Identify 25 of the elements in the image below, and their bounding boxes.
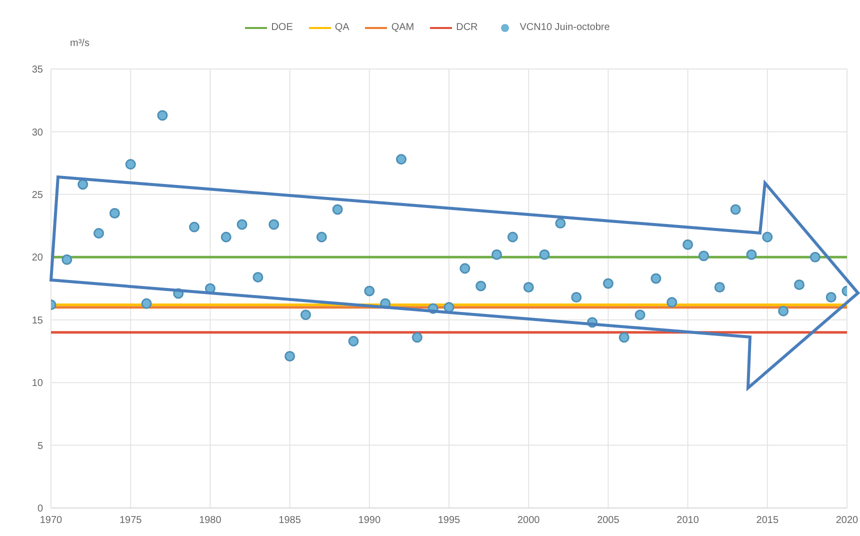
- y-tick-label: 10: [32, 378, 44, 390]
- x-tick-label: 1975: [119, 515, 142, 526]
- x-tick-label: 2005: [597, 515, 620, 526]
- y-tick-label: 5: [37, 440, 44, 452]
- y-tick-label: 30: [32, 127, 44, 138]
- x-tick-label: 1995: [438, 515, 461, 526]
- y-axis-title: m³/s: [70, 38, 90, 49]
- legend-label: DOE: [270, 22, 293, 33]
- y-tick-label: 20: [32, 252, 44, 264]
- legend-label: VCN10 Juin-octobre: [518, 22, 610, 33]
- x-tick-label: 2000: [517, 515, 540, 526]
- legend-label: QA: [334, 22, 350, 33]
- x-tick-label: 2020: [836, 515, 859, 526]
- x-tick-label: 1980: [199, 515, 222, 526]
- x-tick-label: 1970: [40, 515, 63, 526]
- y-tick-label: 35: [32, 64, 44, 76]
- x-tick-label: 2015: [756, 515, 779, 526]
- y-tick-label: 0: [37, 504, 44, 515]
- x-tick-label: 1985: [278, 515, 302, 526]
- x-tick-label: 2010: [676, 515, 700, 526]
- y-tick-label: 25: [32, 190, 44, 201]
- x-tick-label: 1990: [358, 515, 381, 526]
- legend-label: DCR: [455, 22, 478, 33]
- y-tick-label: 15: [32, 315, 44, 326]
- legend-label: QAM: [390, 22, 414, 33]
